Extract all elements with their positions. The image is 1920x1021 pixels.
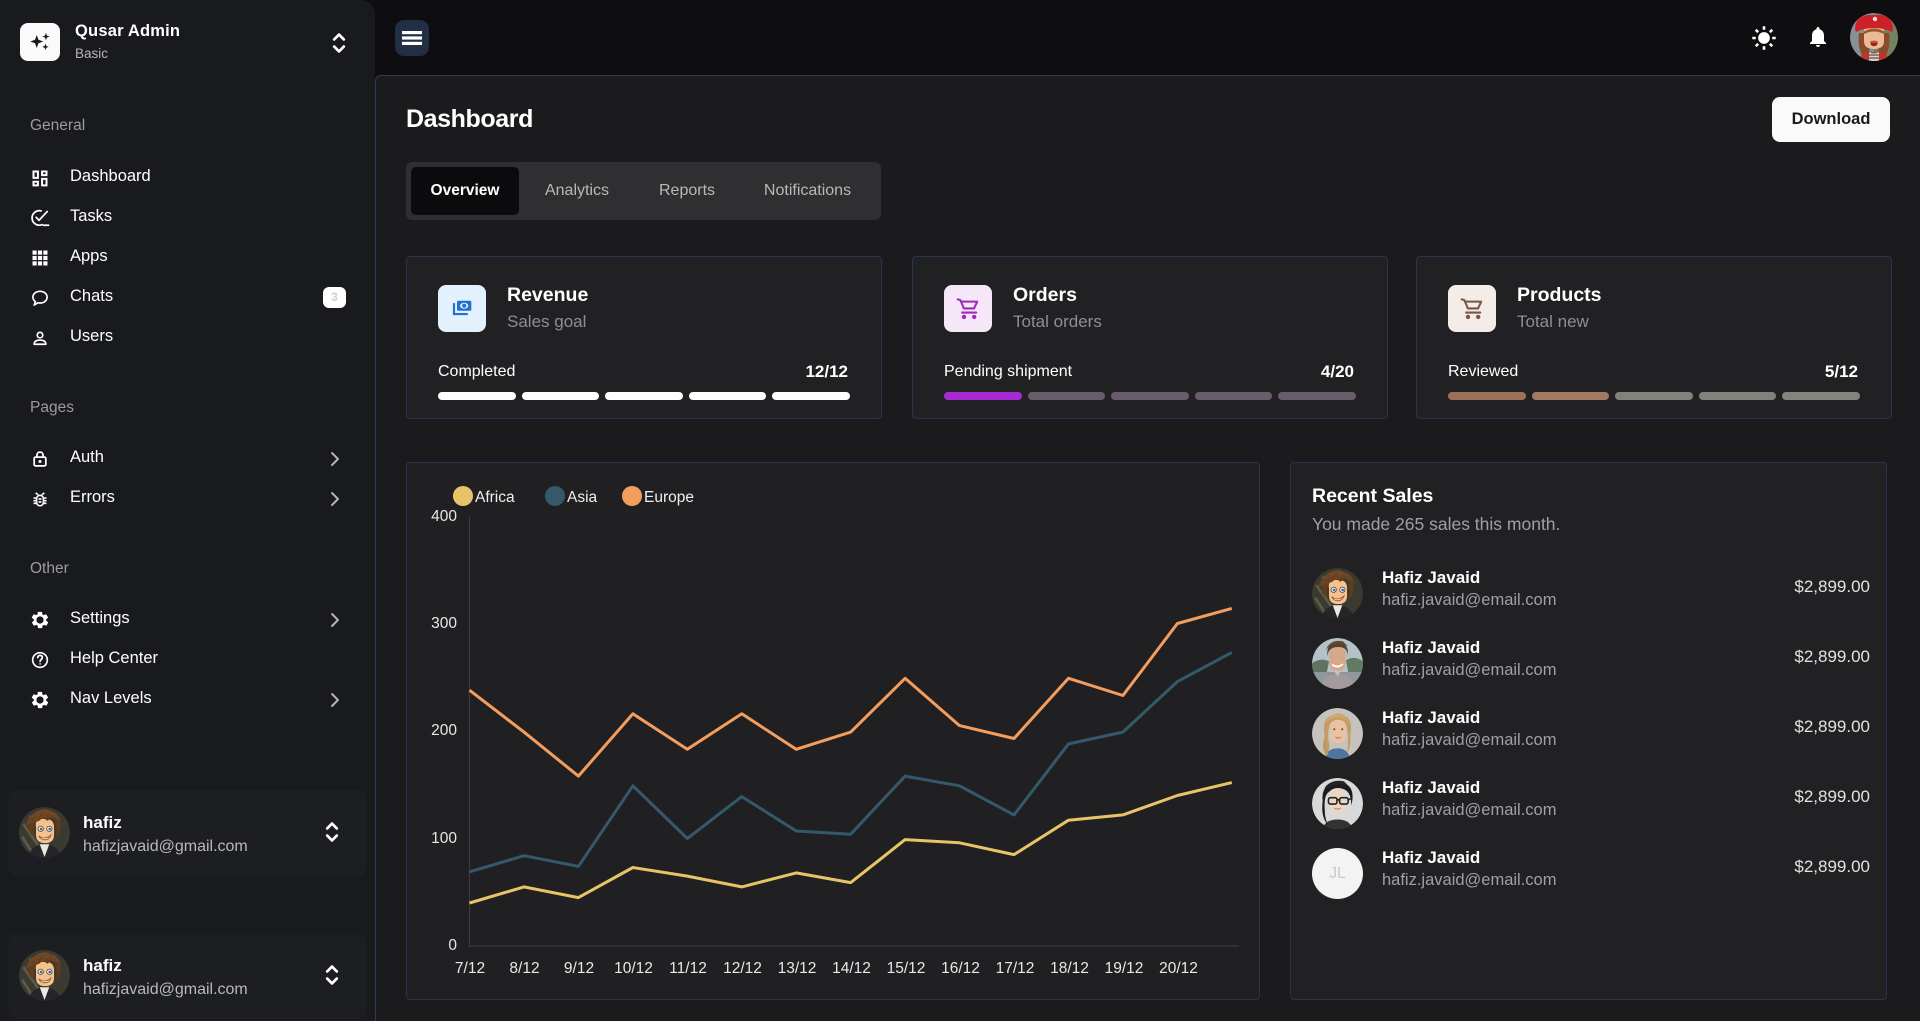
svg-text:0: 0	[448, 937, 457, 954]
svg-text:16/12: 16/12	[941, 960, 980, 977]
svg-text:100: 100	[431, 830, 457, 847]
svg-text:13/12: 13/12	[778, 960, 817, 977]
svg-text:400: 400	[431, 508, 457, 525]
svg-text:20/12: 20/12	[1159, 960, 1198, 977]
svg-text:11/12: 11/12	[669, 960, 707, 977]
svg-text:8/12: 8/12	[509, 960, 539, 977]
svg-text:19/12: 19/12	[1105, 960, 1144, 977]
svg-text:300: 300	[431, 615, 457, 632]
svg-text:Asia: Asia	[567, 489, 598, 506]
svg-text:200: 200	[431, 722, 457, 739]
svg-text:14/12: 14/12	[832, 960, 871, 977]
svg-text:7/12: 7/12	[455, 960, 485, 977]
svg-text:17/12: 17/12	[996, 960, 1035, 977]
svg-text:Europe: Europe	[644, 489, 694, 506]
svg-text:9/12: 9/12	[564, 960, 594, 977]
svg-text:10/12: 10/12	[614, 960, 653, 977]
svg-text:Africa: Africa	[475, 489, 515, 506]
svg-text:15/12: 15/12	[887, 960, 926, 977]
svg-text:12/12: 12/12	[723, 960, 762, 977]
svg-text:18/12: 18/12	[1050, 960, 1089, 977]
